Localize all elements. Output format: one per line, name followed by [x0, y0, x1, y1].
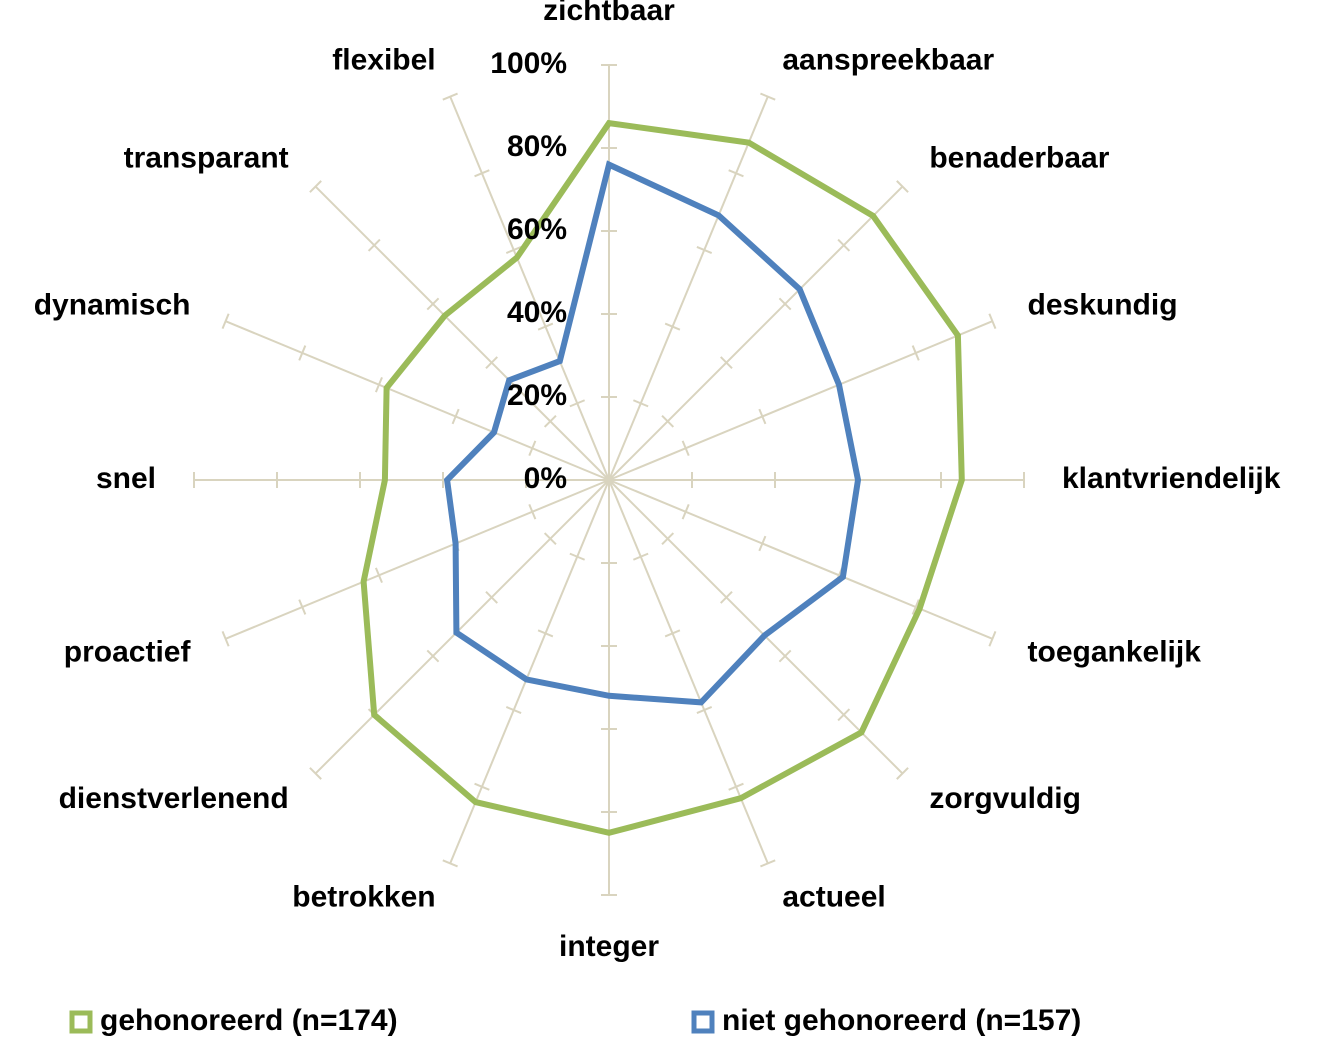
- tick-mark: [728, 782, 744, 791]
- r-tick-label: 60%: [507, 213, 567, 246]
- tick-mark: [543, 532, 557, 546]
- category-label: snel: [96, 462, 156, 495]
- category-label: benaderbaar: [929, 142, 1109, 175]
- tick-mark: [696, 706, 713, 715]
- tick-mark: [537, 322, 554, 331]
- tick-mark: [758, 408, 767, 425]
- category-label: flexibel: [332, 43, 435, 76]
- category-label: aanspreekbaar: [782, 43, 994, 76]
- tick-mark: [485, 591, 498, 604]
- axis: [449, 479, 610, 864]
- legend-label: niet gehonoreerd (n=157): [722, 1004, 1081, 1037]
- category-label: integer: [559, 930, 659, 963]
- tick-mark: [988, 313, 997, 329]
- tick-mark: [911, 599, 920, 615]
- tick-mark: [681, 503, 690, 520]
- axis: [608, 479, 993, 640]
- tick-mark: [505, 706, 522, 715]
- category-label: zichtbaar: [543, 0, 675, 27]
- tick-mark: [760, 859, 776, 868]
- category-label: proactief: [64, 635, 192, 668]
- category-label: klantvriendelijk: [1062, 462, 1281, 495]
- tick-mark: [681, 440, 690, 457]
- tick-mark: [988, 631, 997, 647]
- tick-mark: [696, 245, 713, 254]
- axis: [449, 96, 610, 481]
- r-tick-label: 0%: [524, 462, 567, 495]
- tick-mark: [474, 782, 490, 791]
- axis: [225, 320, 610, 481]
- tick-mark: [896, 767, 909, 780]
- tick-mark: [298, 599, 307, 615]
- tick-mark: [485, 356, 498, 369]
- axis: [314, 479, 610, 775]
- category-label: dienstverlenend: [59, 782, 289, 815]
- tick-mark: [896, 180, 909, 193]
- tick-mark: [221, 313, 230, 329]
- tick-mark: [728, 169, 744, 178]
- tick-mark: [442, 859, 458, 868]
- category-label: dynamisch: [34, 289, 191, 322]
- tick-mark: [911, 345, 920, 361]
- tick-mark: [374, 376, 383, 393]
- tick-mark: [442, 92, 458, 101]
- axis: [608, 479, 769, 864]
- tick-mark: [664, 629, 681, 638]
- tick-mark: [837, 238, 851, 252]
- tick-mark: [374, 567, 383, 584]
- tick-mark: [298, 345, 307, 361]
- tick-mark: [505, 245, 522, 254]
- tick-mark: [309, 180, 322, 193]
- tick-mark: [426, 649, 440, 663]
- tick-mark: [537, 629, 554, 638]
- series-line: [360, 119, 965, 836]
- tick-mark: [632, 552, 649, 561]
- legend-swatch: [691, 1010, 715, 1034]
- category-label: betrokken: [292, 880, 435, 913]
- tick-mark: [528, 440, 537, 457]
- tick-mark: [221, 631, 230, 647]
- category-label: transparant: [124, 142, 289, 175]
- tick-mark: [661, 532, 675, 546]
- tick-mark: [543, 414, 557, 428]
- tick-mark: [569, 552, 586, 561]
- category-label: toegankelijk: [1028, 635, 1202, 668]
- category-label: zorgvuldig: [929, 782, 1081, 815]
- tick-mark: [451, 408, 460, 425]
- tick-mark: [632, 399, 649, 408]
- tick-mark: [758, 535, 767, 552]
- axis: [608, 320, 993, 481]
- axis: [225, 479, 610, 640]
- tick-mark: [569, 399, 586, 408]
- tick-mark: [528, 503, 537, 520]
- tick-mark: [661, 414, 675, 428]
- tick-mark: [778, 649, 792, 663]
- tick-mark: [664, 322, 681, 331]
- axis: [314, 185, 610, 481]
- tick-mark: [760, 92, 776, 101]
- tick-mark: [720, 591, 733, 604]
- tick-mark: [837, 708, 851, 722]
- tick-mark: [474, 169, 490, 178]
- tick-mark: [309, 767, 322, 780]
- tick-mark: [367, 238, 381, 252]
- r-tick-label: 20%: [507, 379, 567, 412]
- r-tick-label: 80%: [507, 130, 567, 163]
- r-tick-label: 100%: [490, 47, 567, 80]
- category-label: actueel: [782, 880, 885, 913]
- legend-label: gehonoreerd (n=174): [100, 1004, 398, 1037]
- series-line: [443, 160, 862, 706]
- r-tick-label: 40%: [507, 296, 567, 329]
- tick-mark: [426, 297, 440, 311]
- tick-mark: [778, 297, 792, 311]
- axis: [608, 185, 904, 481]
- axis: [608, 96, 769, 481]
- legend-swatch: [69, 1010, 93, 1034]
- category-label: deskundig: [1028, 289, 1178, 322]
- tick-mark: [720, 356, 733, 369]
- axis: [608, 479, 904, 775]
